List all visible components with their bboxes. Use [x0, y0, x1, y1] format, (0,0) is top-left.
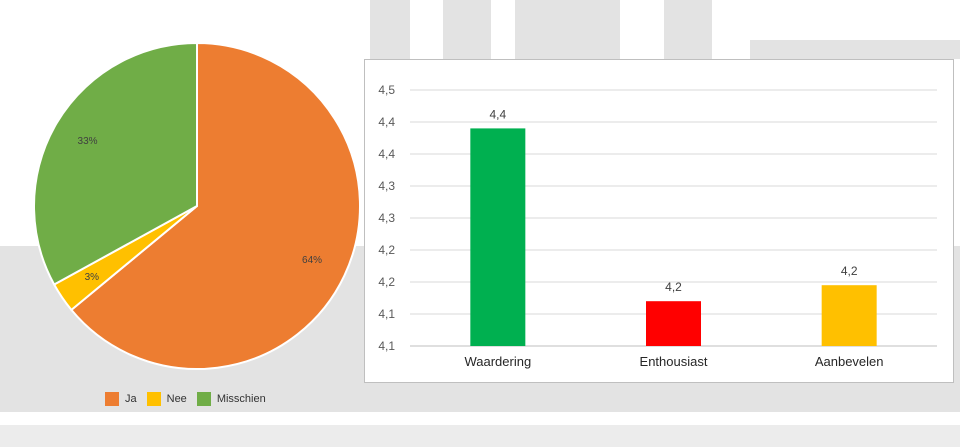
background-band-floor	[0, 425, 960, 447]
y-tick-label: 4,3	[378, 211, 395, 225]
y-tick-label: 4,4	[378, 147, 395, 161]
bar-enthousiast	[646, 301, 701, 346]
data-label-enthousiast: 4,2	[665, 280, 682, 294]
y-tick-label: 4,2	[378, 275, 395, 289]
data-label-aanbevelen: 4,2	[841, 264, 858, 278]
legend-item-nee: Nee	[146, 392, 187, 406]
legend-swatch-ja	[105, 392, 119, 406]
pie-slice-misschien	[33, 41, 198, 286]
background-block-3	[515, 0, 620, 59]
category-label-waardering: Waardering	[464, 354, 531, 369]
data-label-waardering: 4,4	[489, 107, 506, 121]
y-tick-label: 4,2	[378, 243, 395, 257]
y-tick-label: 4,1	[378, 339, 395, 353]
bar-waardering	[470, 128, 526, 346]
pie-label-misschien: 33%	[78, 136, 98, 147]
category-label-aanbevelen: Aanbevelen	[815, 354, 884, 369]
background-block-4	[664, 0, 712, 59]
legend-label-ja: Ja	[125, 393, 137, 405]
category-label-enthousiast: Enthousiast	[640, 354, 708, 369]
y-tick-label: 4,4	[378, 115, 395, 129]
background-block-5	[750, 40, 960, 59]
pie-label-nee: 3%	[85, 272, 100, 283]
pie-chart: 64% 3% 33%	[33, 41, 361, 370]
y-tick-label: 4,1	[378, 307, 395, 321]
legend-label-misschien: Misschien	[216, 393, 266, 405]
legend-swatch-nee	[146, 392, 161, 406]
legend-swatch-misschien	[196, 392, 211, 406]
y-tick-label: 4,3	[378, 179, 395, 193]
pie-label-ja: 64%	[302, 255, 322, 266]
bar-chart-panel: 4,1 4,1 4,2 4,2 4,3 4,3 4,4 4,4 4,5 4,4 Waardering…	[364, 59, 954, 383]
legend-item-ja: Ja	[105, 392, 137, 406]
pie-legend: Ja Nee Misschien	[105, 390, 266, 408]
legend-item-misschien: Misschien	[196, 392, 266, 406]
y-tick-label: 4,5	[378, 83, 395, 97]
background-block-1	[370, 0, 410, 59]
bar-aanbevelen	[821, 285, 877, 346]
legend-label-nee: Nee	[166, 393, 187, 405]
pie-slice-ja	[69, 41, 361, 370]
bar-chart: 4,1 4,1 4,2 4,2 4,3 4,3 4,4 4,4 4,5 4,4 Waardering…	[378, 83, 937, 369]
background-block-2	[443, 0, 491, 59]
